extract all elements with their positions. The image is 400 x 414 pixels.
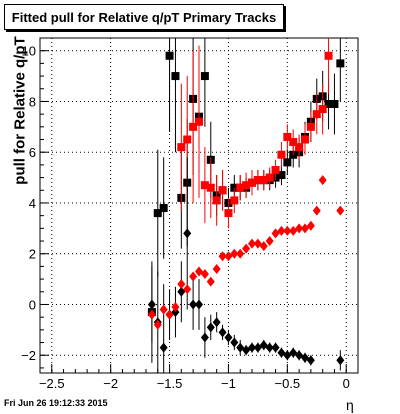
- y-tick-label: 4: [29, 196, 36, 211]
- data-point: [324, 51, 333, 60]
- data-point: [289, 138, 298, 147]
- y-tick-label: 6: [29, 145, 36, 160]
- data-point: [206, 276, 215, 287]
- data-point: [277, 171, 286, 180]
- data-point: [242, 181, 251, 190]
- y-tick-label: −2: [21, 348, 36, 363]
- data-point: [189, 122, 198, 131]
- data-point: [336, 355, 345, 366]
- data-point: [248, 342, 256, 353]
- data-point: [171, 72, 180, 81]
- data-point: [165, 51, 174, 60]
- data-point: [171, 302, 180, 313]
- data-point: [306, 355, 315, 366]
- data-point: [248, 178, 256, 187]
- y-tick-label: 0: [29, 297, 36, 312]
- data-point: [277, 225, 286, 236]
- data-point: [200, 269, 209, 280]
- data-point: [177, 143, 186, 152]
- y-tick-label: 2: [29, 247, 36, 262]
- x-tick-label: −0.5: [274, 376, 300, 391]
- data-point: [206, 322, 215, 333]
- data-point: [236, 183, 245, 192]
- data-point: [295, 143, 304, 152]
- data-point: [230, 337, 239, 348]
- data-point: [259, 176, 268, 185]
- data-point: [159, 304, 168, 315]
- data-point: [165, 309, 174, 320]
- data-point: [283, 158, 292, 167]
- data-point: [318, 105, 327, 114]
- data-point: [212, 263, 221, 274]
- data-point: [265, 236, 274, 247]
- x-tick-label: −1.5: [157, 376, 183, 391]
- data-point: [330, 99, 339, 108]
- data-point: [177, 279, 186, 290]
- data-point: [230, 248, 239, 259]
- data-point: [147, 299, 156, 310]
- data-point: [312, 205, 321, 216]
- data-point: [271, 165, 280, 174]
- data-point: [283, 225, 292, 236]
- data-point: [224, 209, 233, 218]
- data-point: [336, 59, 345, 68]
- data-point: [195, 299, 203, 310]
- x-tick-label: 0: [343, 376, 350, 391]
- data-point: [306, 122, 315, 131]
- x-tick-label: −1: [221, 376, 236, 391]
- data-point: [277, 150, 286, 159]
- y-tick-label: 10: [22, 44, 36, 59]
- data-point: [183, 135, 192, 144]
- data-point: [147, 309, 156, 320]
- data-point: [242, 243, 251, 254]
- data-point: [218, 327, 227, 338]
- data-point: [153, 209, 162, 218]
- data-point: [295, 223, 304, 234]
- data-point: [218, 251, 227, 262]
- data-point: [324, 99, 333, 108]
- chart-title-text: Fitted pull for Relative q/pT Primary Tr…: [11, 9, 277, 25]
- x-tick-label: −2.5: [39, 376, 65, 391]
- data-point: [265, 173, 274, 182]
- data-point: [159, 342, 168, 353]
- data-point: [248, 238, 256, 249]
- data-point: [189, 299, 198, 310]
- timestamp: Fri Jun 26 19:12:33 2015: [4, 398, 108, 408]
- data-point: [312, 110, 321, 119]
- data-point: [200, 72, 209, 81]
- data-point: [183, 228, 192, 239]
- data-point: [306, 220, 315, 231]
- data-point: [301, 135, 309, 144]
- data-point: [265, 342, 274, 353]
- data-point: [218, 186, 227, 195]
- data-point: [259, 241, 268, 252]
- data-point: [253, 176, 262, 185]
- y-tick-label: 8: [29, 94, 36, 109]
- data-point: [195, 117, 203, 126]
- data-point: [183, 284, 192, 295]
- data-point: [189, 271, 198, 282]
- data-point: [206, 183, 215, 192]
- data-point: [283, 132, 292, 141]
- data-point: [224, 332, 233, 343]
- data-point: [200, 332, 209, 343]
- data-point: [230, 196, 239, 205]
- data-point: [159, 204, 168, 213]
- data-point: [336, 205, 345, 216]
- data-point: [200, 181, 209, 190]
- plot-frame: [39, 37, 359, 374]
- data-point: [212, 317, 221, 328]
- chart-title: Fitted pull for Relative q/pT Primary Tr…: [4, 4, 284, 30]
- x-axis-label: η: [346, 397, 354, 413]
- data-point: [153, 319, 162, 330]
- data-point: [271, 342, 280, 353]
- data-point: [318, 175, 327, 186]
- data-point: [212, 196, 221, 205]
- data-point: [236, 248, 245, 259]
- x-tick-label: −2: [103, 376, 118, 391]
